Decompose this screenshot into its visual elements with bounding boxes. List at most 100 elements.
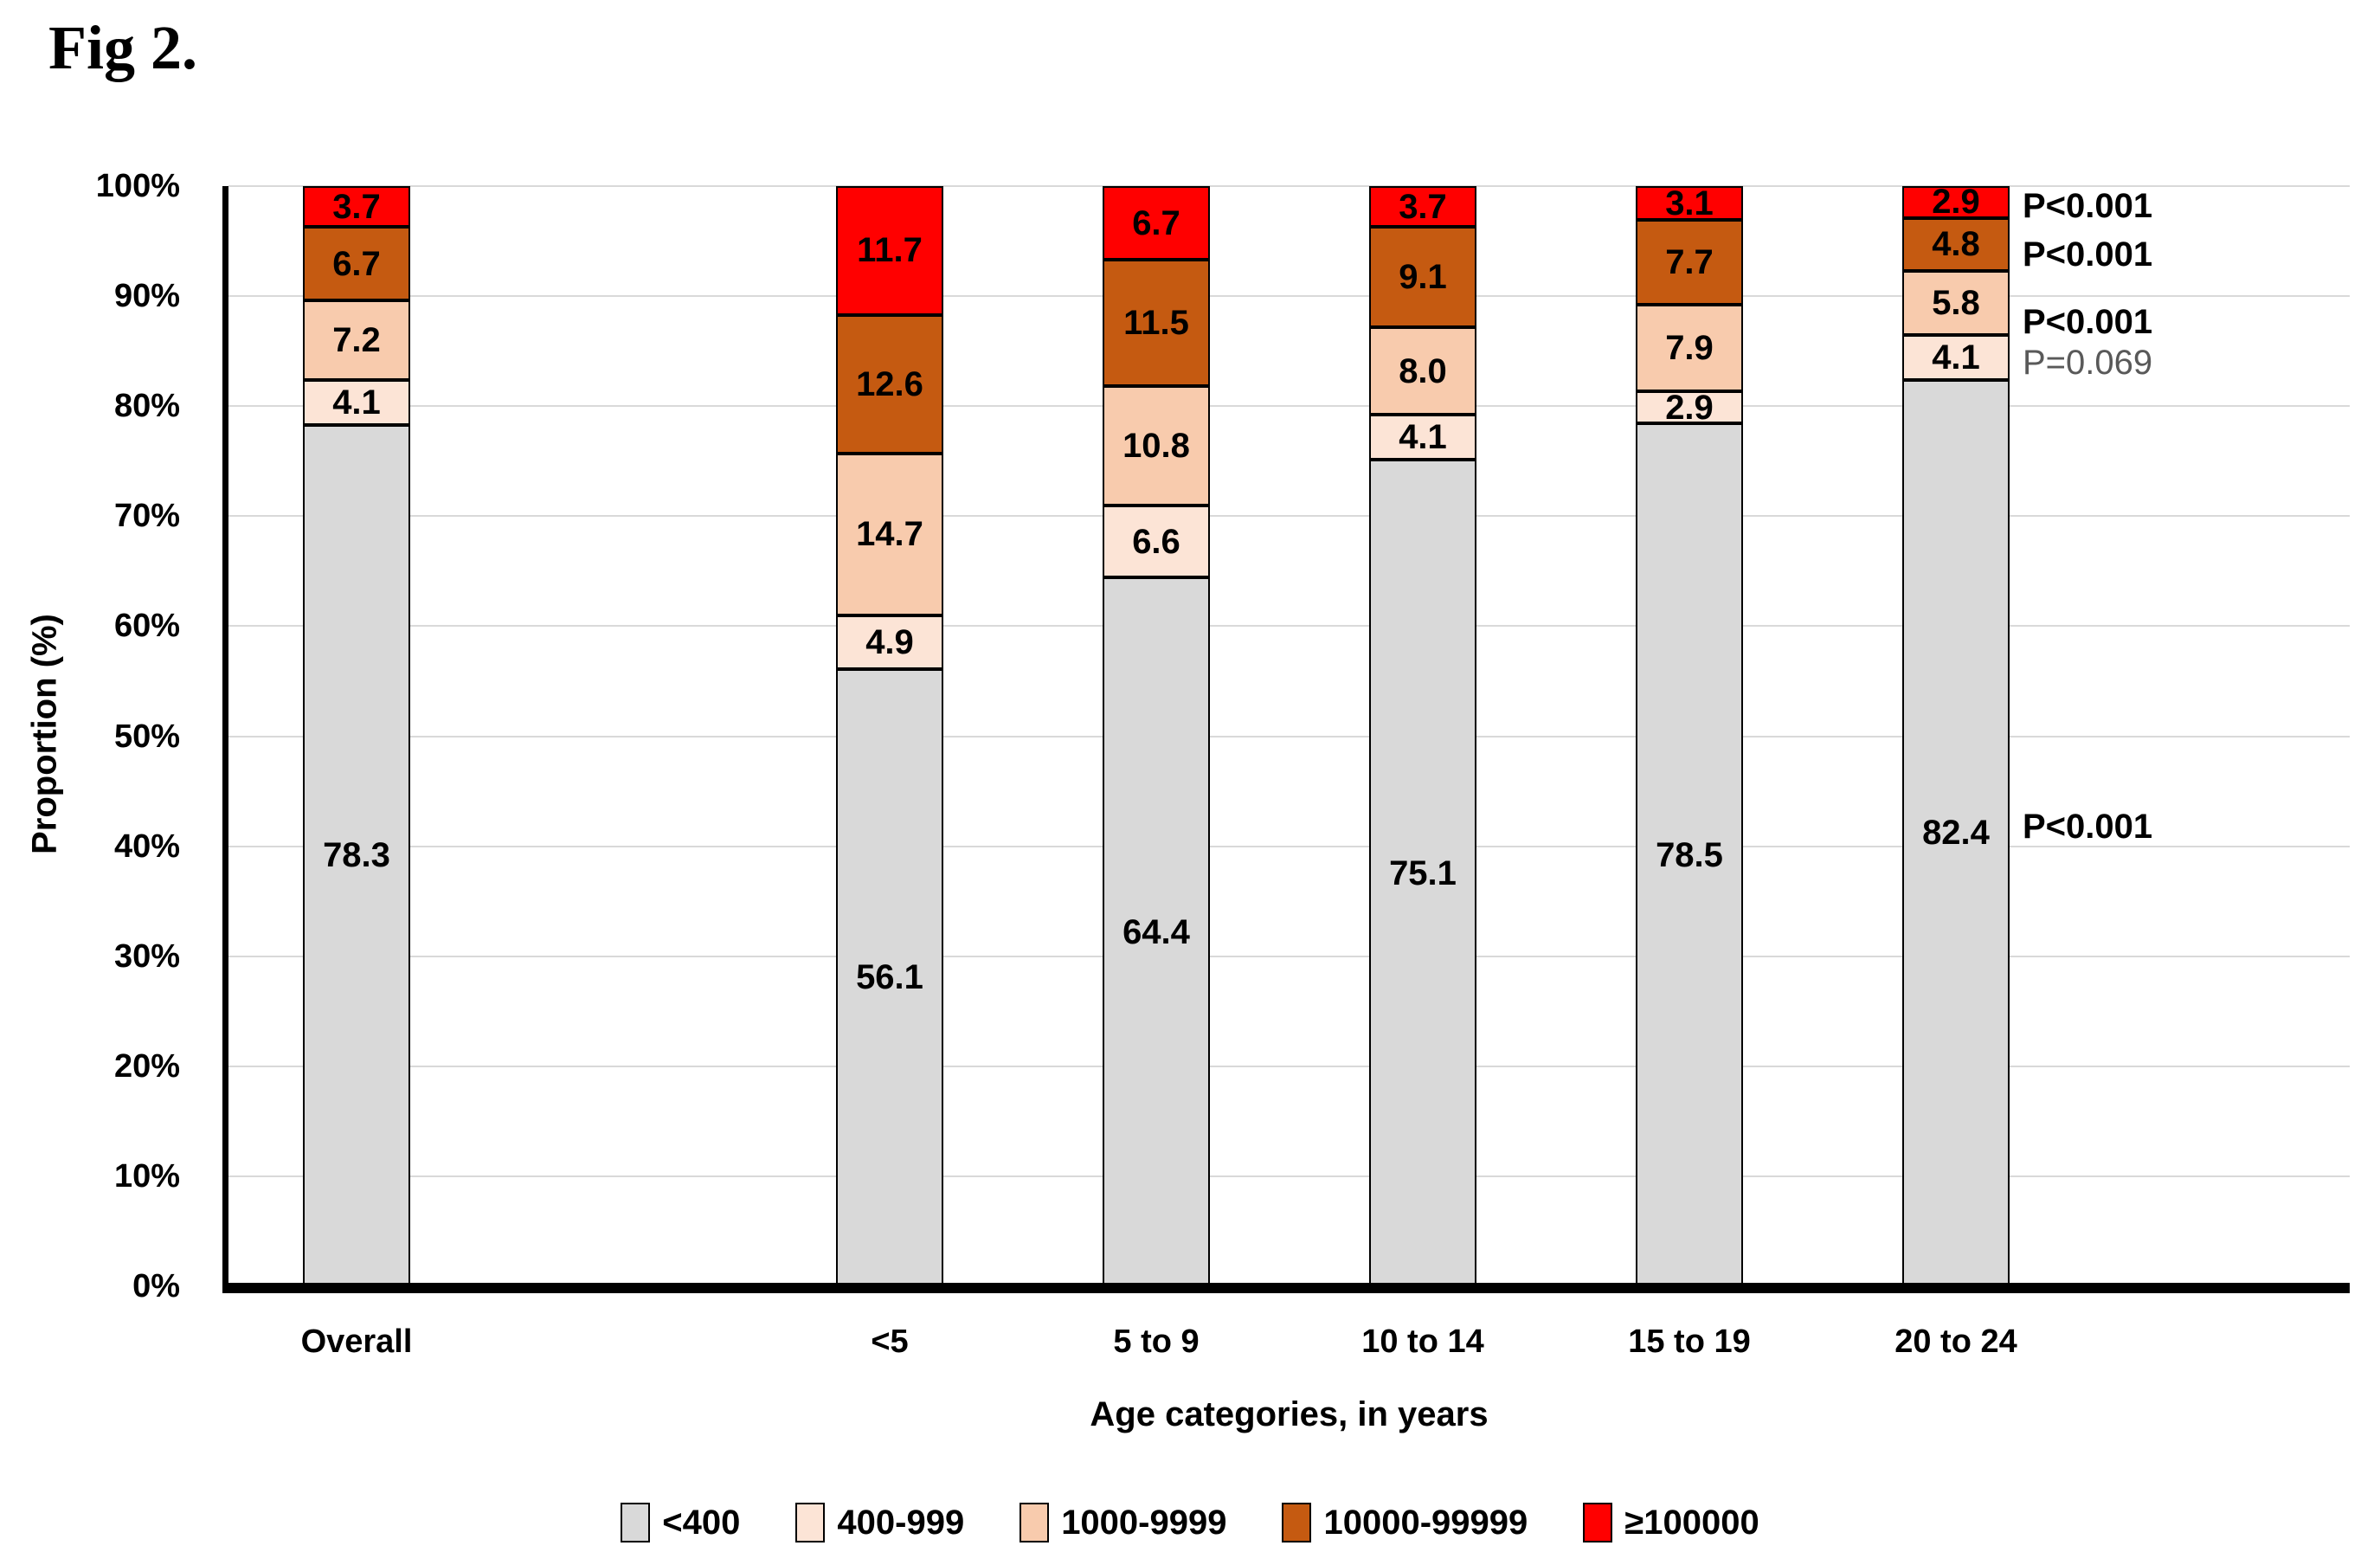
segment-value-label: 12.6: [856, 364, 923, 403]
segment-10000-99999-20-to-24: 4.8: [1902, 217, 2010, 271]
gridline: [228, 955, 2350, 957]
segment-1000-9999-10-to-14: 8.0: [1369, 326, 1476, 415]
segment-1000-9999-under-5: 14.7: [836, 453, 943, 615]
segment-1000-9999-overall: 7.2: [303, 300, 410, 380]
legend-swatch-icon: [1282, 1503, 1312, 1542]
gridline: [228, 845, 2350, 847]
bar-overall: 3.7 6.7 7.2 4.1 78.3: [303, 186, 410, 1286]
p-value-annotation: P<0.001: [2023, 235, 2153, 274]
y-tick-label: 80%: [113, 388, 180, 425]
p-value-annotation: P<0.001: [2023, 302, 2153, 341]
gridline: [228, 405, 2350, 408]
y-tick-label: 20%: [113, 1047, 180, 1085]
y-tick-label: 40%: [113, 828, 180, 865]
segment-value-label: 5.8: [1932, 283, 1980, 322]
x-category-label-overall: Overall: [300, 1323, 413, 1360]
segment-value-label: 82.4: [1922, 814, 1990, 853]
segment-value-label: 78.5: [1656, 835, 1723, 874]
segment-value-label: 2.9: [1932, 183, 1980, 222]
gridline: [228, 1065, 2350, 1067]
segment-value-label: 7.7: [1665, 243, 1714, 282]
segment-lt-400-15-to-19: 78.5: [1636, 423, 1743, 1287]
segment-value-label: 3.7: [1399, 187, 1447, 226]
x-axis-line: [222, 1283, 2350, 1293]
segment-value-label: 4.1: [1399, 418, 1447, 457]
segment-value-label: 4.9: [865, 622, 914, 661]
segment-value-label: 8.0: [1399, 351, 1447, 390]
legend-swatch-icon: [795, 1503, 826, 1542]
legend-item-1000-9999: 1000-9999: [1020, 1503, 1226, 1542]
segment-1000-9999-15-to-19: 7.9: [1636, 305, 1743, 392]
segment-value-label: 11.7: [857, 231, 923, 270]
segment-value-label: 78.3: [323, 836, 390, 875]
gridline: [228, 735, 2350, 737]
y-tick-label: 30%: [113, 937, 180, 975]
x-category-label-under-5: <5: [871, 1323, 909, 1360]
legend-item-400-999: 400-999: [795, 1503, 964, 1542]
segment-value-label: 4.8: [1932, 225, 1980, 264]
bar-under-5: 11.7 12.6 14.7 4.9 56.1: [836, 186, 943, 1286]
segment-lt-400-under-5: 56.1: [836, 668, 943, 1286]
segment-gte-100000-5-to-9: 6.7: [1103, 186, 1210, 261]
segment-value-label: 7.2: [332, 320, 381, 359]
figure-label: Fig 2.: [48, 13, 197, 82]
y-tick-label: 90%: [113, 278, 180, 315]
legend-item-lt-400: <400: [621, 1503, 740, 1542]
legend-item-10000-99999: 10000-99999: [1282, 1503, 1528, 1542]
segment-1000-9999-20-to-24: 5.8: [1902, 270, 2010, 335]
segment-value-label: 6.7: [332, 244, 381, 283]
bar-15-to-19: 3.1 7.7 7.9 2.9 78.5: [1636, 184, 1743, 1287]
segment-value-label: 64.4: [1122, 912, 1190, 951]
y-tick-label: 10%: [113, 1157, 180, 1195]
legend-label: 400-999: [837, 1503, 965, 1542]
legend-item-gte-100000: ≥100000: [1583, 1503, 1759, 1542]
legend: <400 400-999 1000-9999 10000-99999 ≥100000: [0, 1503, 2380, 1542]
segment-value-label: 11.5: [1123, 304, 1189, 343]
x-category-label-10-to-14: 10 to 14: [1361, 1323, 1484, 1360]
legend-swatch-icon: [1020, 1503, 1050, 1542]
x-category-label-20-to-24: 20 to 24: [1894, 1323, 2017, 1360]
segment-value-label: 6.6: [1132, 522, 1180, 561]
segment-value-label: 3.1: [1665, 184, 1714, 222]
legend-label: 1000-9999: [1061, 1503, 1227, 1542]
segment-gte-100000-under-5: 11.7: [836, 186, 943, 315]
gridline: [228, 185, 2350, 187]
segment-gte-100000-10-to-14: 3.7: [1369, 186, 1476, 228]
segment-gte-100000-overall: 3.7: [303, 186, 410, 228]
gridline: [228, 625, 2350, 628]
y-tick-label: 100%: [95, 168, 180, 204]
segment-lt-400-10-to-14: 75.1: [1369, 460, 1476, 1286]
segment-1000-9999-5-to-9: 10.8: [1103, 386, 1210, 506]
segment-value-label: 10.8: [1122, 426, 1190, 465]
bar-20-to-24: 2.9 4.8 5.8 4.1 82.4: [1902, 183, 2010, 1286]
p-value-annotation: P=0.069: [2023, 343, 2153, 382]
segment-value-label: 4.1: [1932, 338, 1980, 377]
segment-value-label: 9.1: [1399, 257, 1447, 296]
segment-gte-100000-15-to-19: 3.1: [1636, 184, 1743, 222]
segment-400-999-15-to-19: 2.9: [1636, 388, 1743, 427]
gridline: [228, 295, 2350, 298]
gridline: [228, 515, 2350, 518]
segment-value-label: 56.1: [856, 958, 923, 997]
segment-lt-400-20-to-24: 82.4: [1902, 379, 2010, 1286]
bar-10-to-14: 3.7 9.1 8.0 4.1 75.1: [1369, 186, 1476, 1286]
legend-swatch-icon: [1583, 1503, 1613, 1542]
segment-400-999-overall: 4.1: [303, 379, 410, 425]
y-tick-label: 60%: [113, 608, 180, 645]
x-category-label-15-to-19: 15 to 19: [1628, 1323, 1751, 1360]
y-tick-label: 0%: [132, 1268, 180, 1304]
segment-400-999-under-5: 4.9: [836, 615, 943, 669]
segment-10000-99999-overall: 6.7: [303, 227, 410, 301]
segment-value-label: 4.1: [332, 383, 381, 422]
segment-value-label: 75.1: [1389, 853, 1457, 892]
segment-10000-99999-5-to-9: 11.5: [1103, 260, 1210, 387]
segment-400-999-5-to-9: 6.6: [1103, 505, 1210, 578]
segment-gte-100000-20-to-24: 2.9: [1902, 183, 2010, 222]
segment-value-label: 2.9: [1665, 388, 1714, 427]
p-value-annotation: P<0.001: [2023, 187, 2153, 226]
y-axis-line: [222, 186, 228, 1293]
legend-label: 10000-99999: [1323, 1503, 1528, 1542]
legend-swatch-icon: [621, 1503, 651, 1542]
segment-value-label: 6.7: [1132, 203, 1180, 242]
